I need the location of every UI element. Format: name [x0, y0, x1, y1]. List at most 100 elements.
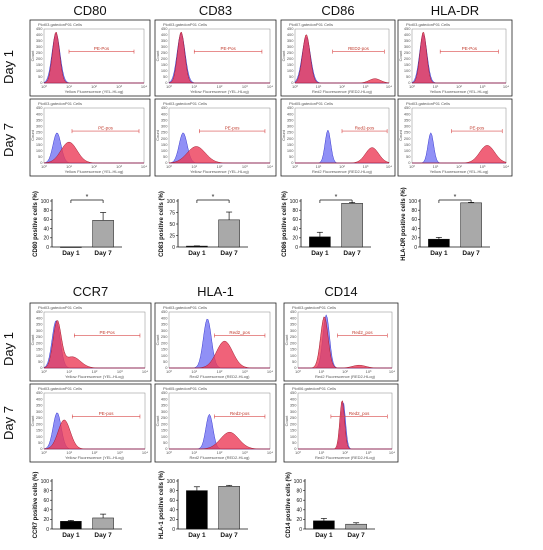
x-axis-label: Yellow Fluorescence (YEL-HLog): [65, 374, 124, 379]
x-tick-label: 10⁰: [166, 369, 172, 374]
gate-label: PE-Pos: [94, 46, 110, 51]
x-tick-label: 10⁰: [409, 84, 415, 89]
marker-title: CD80: [73, 3, 106, 18]
gate-label: PE-Pos: [462, 46, 478, 51]
x-axis-label: Red2 Fluorescence (RED2-HLog): [315, 374, 376, 379]
gate-label: PE-Pos: [220, 46, 236, 51]
y-tick-label: 150: [161, 428, 168, 433]
gate-label: Red2-pos: [230, 411, 250, 416]
y-tick-label: 0: [40, 365, 43, 370]
x-tick-label: 10¹: [191, 84, 197, 89]
y-tick-label: 50: [292, 440, 297, 445]
x-tick-label: 10¹: [316, 84, 322, 89]
y-tick-label: 100: [36, 353, 43, 358]
category-label: Day 7: [347, 532, 365, 539]
y-tick-label: 50: [406, 74, 411, 79]
x-axis-label: Red2 Fluorescence (RED2-HLog): [312, 169, 373, 174]
y-tick-label: 300: [161, 124, 168, 129]
y-tick-label: 250: [287, 50, 294, 55]
y-axis-label: Count: [281, 129, 286, 141]
gate-label: PE-pos: [225, 126, 241, 131]
y-tick-label: 150: [290, 347, 297, 352]
y-axis-label: Count: [30, 415, 35, 427]
x-axis-label: Yellow Fluorescence (YEL-HLog): [65, 89, 124, 94]
histogram-red-peak: [168, 146, 270, 164]
y-tick-label: 60: [43, 217, 49, 223]
bar: [428, 238, 450, 248]
y-tick-label: 0: [172, 527, 175, 533]
y-tick-label: 50: [38, 440, 43, 445]
y-tick-label: 150: [36, 347, 43, 352]
y-tick-label: 50: [38, 359, 43, 364]
x-tick-label: 10⁴: [389, 369, 395, 374]
x-tick-label: 10¹: [191, 450, 197, 455]
x-axis-label: Yellow Fluorescence (YEL-HLog): [190, 169, 249, 174]
y-axis-label: Count: [155, 415, 160, 427]
category-label: Day 1: [430, 250, 448, 257]
x-tick-label: 10²: [92, 369, 98, 374]
y-tick-label: 150: [404, 142, 411, 147]
histogram-frame: [154, 19, 277, 97]
x-tick-label: 10³: [242, 84, 248, 89]
x-tick-label: 10³: [116, 84, 122, 89]
y-tick-label: 100: [404, 68, 411, 73]
y-tick-label: 350: [36, 38, 43, 43]
x-tick-label: 10³: [366, 450, 372, 455]
y-tick-label: 0: [299, 527, 302, 533]
y-tick-label: 20: [296, 517, 302, 523]
bar: [186, 245, 208, 248]
y-axis-label: Count: [281, 50, 286, 62]
y-tick-label: 0: [40, 80, 43, 85]
histogram-red-peak: [294, 34, 390, 84]
y-tick-label: 350: [287, 117, 294, 122]
y-tick-label: 100: [36, 434, 43, 439]
y-tick-label: 150: [161, 62, 168, 67]
y-tick-label: 300: [36, 328, 43, 333]
y-tick-label: 250: [161, 130, 168, 135]
histogram-panel: Plot03.gatedonP01 Cells05010015020025030…: [29, 98, 151, 177]
y-tick-label: 150: [161, 142, 168, 147]
y-tick-label: 50: [163, 154, 168, 159]
y-tick-label: 200: [404, 56, 411, 61]
y-tick-label: 450: [290, 309, 297, 314]
histogram-frame: [154, 302, 277, 382]
x-tick-label: 10²: [217, 450, 223, 455]
y-tick-label: 400: [287, 111, 294, 116]
gate-label: PE-pos: [99, 411, 115, 416]
y-tick-label: 150: [36, 428, 43, 433]
x-tick-label: 10⁴: [267, 450, 273, 455]
marker-title: HLA-DR: [431, 3, 479, 18]
histogram-panel: Plot03.gatedonP01 Cells05010015020025030…: [154, 302, 277, 382]
x-tick-label: 10³: [117, 450, 123, 455]
y-tick-label: 150: [36, 62, 43, 67]
histogram-red-peak: [43, 141, 144, 164]
y-tick-label: 450: [161, 105, 168, 110]
bar: [341, 203, 363, 248]
histogram-red-peak: [412, 145, 507, 164]
y-tick-label: 400: [36, 111, 43, 116]
y-axis-label: CCR7 positive cells (%): [33, 472, 39, 539]
y-tick-label: 350: [161, 403, 168, 408]
marker-title: CD14: [324, 284, 357, 299]
y-tick-label: 50: [38, 74, 43, 79]
y-tick-label: 200: [161, 56, 168, 61]
x-tick-label: 10³: [366, 369, 372, 374]
gate-label: PE-pos: [469, 126, 485, 131]
y-tick-label: 400: [161, 396, 168, 401]
y-tick-label: 80: [411, 208, 417, 214]
histogram-frame: [280, 19, 396, 97]
y-tick-label: 100: [161, 148, 168, 153]
histogram-panel: Plot03.gatedonP01 Cells05010015020025030…: [29, 302, 152, 382]
y-tick-label: 150: [287, 142, 294, 147]
x-tick-label: 10¹: [66, 164, 72, 169]
x-tick-label: 10¹: [319, 450, 325, 455]
x-tick-label: 10⁰: [295, 369, 301, 374]
y-tick-label: 450: [404, 105, 411, 110]
y-tick-label: 50: [292, 359, 297, 364]
x-axis-label: Red2 Fluorescence (RED2-HLog): [312, 89, 373, 94]
